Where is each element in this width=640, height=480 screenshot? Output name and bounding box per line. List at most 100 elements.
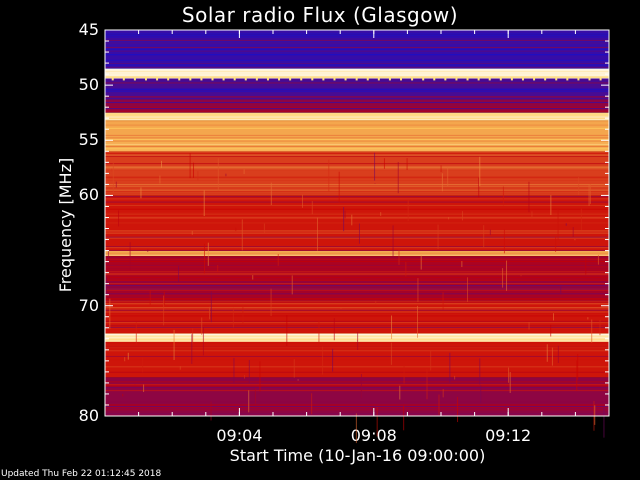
texture-line [105,371,609,373]
texture-line [105,287,609,289]
marker-dot [433,77,436,81]
x-tick-label-09:08: 09:08 [350,426,397,445]
marker-dot [444,77,447,81]
texture-line [105,113,609,115]
marker-dot [122,77,125,81]
marker-dot [200,77,203,81]
texture-speck [580,208,582,230]
texture-speck [557,208,559,240]
marker-dot [555,77,558,81]
texture-line [105,137,609,139]
texture-line [105,284,609,286]
texture-speck [574,239,576,241]
texture-line [105,342,609,344]
texture-speck [531,211,533,218]
texture-line [105,201,609,203]
texture-line [105,325,609,327]
texture-speck [210,401,212,421]
texture-line [105,384,609,386]
texture-line [105,114,609,116]
texture-speck [420,255,422,270]
texture-speck [406,158,408,171]
texture-line [105,338,609,340]
texture-speck [242,304,244,325]
texture-speck [217,158,219,191]
marker-dot [344,77,347,81]
texture-line [105,257,609,259]
texture-line [105,252,609,254]
texture-line [105,404,609,406]
texture-line [105,148,609,150]
texture-line [105,222,609,224]
texture-speck [591,319,593,343]
texture-line [105,311,609,313]
texture-speck [399,385,401,400]
texture-line [105,137,609,139]
texture-speck [376,407,378,437]
texture-speck [572,227,574,237]
marker-dot [144,77,147,81]
texture-speck [107,251,109,264]
texture-speck [277,254,279,266]
texture-speck [147,249,149,252]
texture-line [105,322,609,324]
texture-speck [550,195,552,215]
texture-speck [259,361,261,392]
texture-line [105,326,609,328]
texture-line [105,196,609,198]
texture-speck [589,184,591,204]
texture-line [105,385,609,387]
texture-speck [135,322,137,345]
texture-line [105,386,609,388]
texture-line [105,404,609,406]
texture-speck [599,319,601,336]
texture-speck [489,229,491,236]
texture-line [105,39,609,41]
marker-dot [255,77,258,81]
texture-line [105,346,609,348]
marker-dot [477,77,480,81]
texture-line [105,212,609,214]
texture-line [105,256,609,258]
texture-line [105,191,609,193]
texture-line [105,279,609,281]
texture-line [105,218,609,220]
spectral-band-11 [105,300,609,334]
texture-speck [143,384,145,393]
marker-dot [244,77,247,81]
texture-speck [546,344,548,362]
texture-speck [577,353,579,380]
texture-speck [140,187,142,199]
texture-speck [437,224,439,249]
texture-speck [392,225,394,257]
texture-line [105,315,609,317]
texture-speck [503,229,505,254]
marker-dot [266,77,269,81]
texture-line [105,63,609,65]
texture-speck [232,307,234,328]
texture-speck [286,315,288,347]
texture-line [105,50,609,52]
texture-line [105,139,609,141]
texture-speck [417,278,419,303]
texture-line [105,151,609,153]
texture-speck [338,171,340,203]
texture-speck [390,342,392,365]
texture-line [105,204,609,206]
marker-dot [533,77,536,81]
texture-speck [344,210,346,219]
texture-line [105,276,609,278]
texture-line [105,273,609,275]
y-tick-label-60: 60 [78,185,99,205]
texture-line [105,76,609,78]
texture-line [105,143,609,145]
texture-line [105,184,609,186]
texture-speck [343,207,345,232]
texture-line [105,140,609,142]
texture-line [105,35,609,37]
texture-line [105,359,609,361]
texture-line [105,155,609,157]
texture-speck [576,360,578,391]
texture-line [105,177,609,179]
